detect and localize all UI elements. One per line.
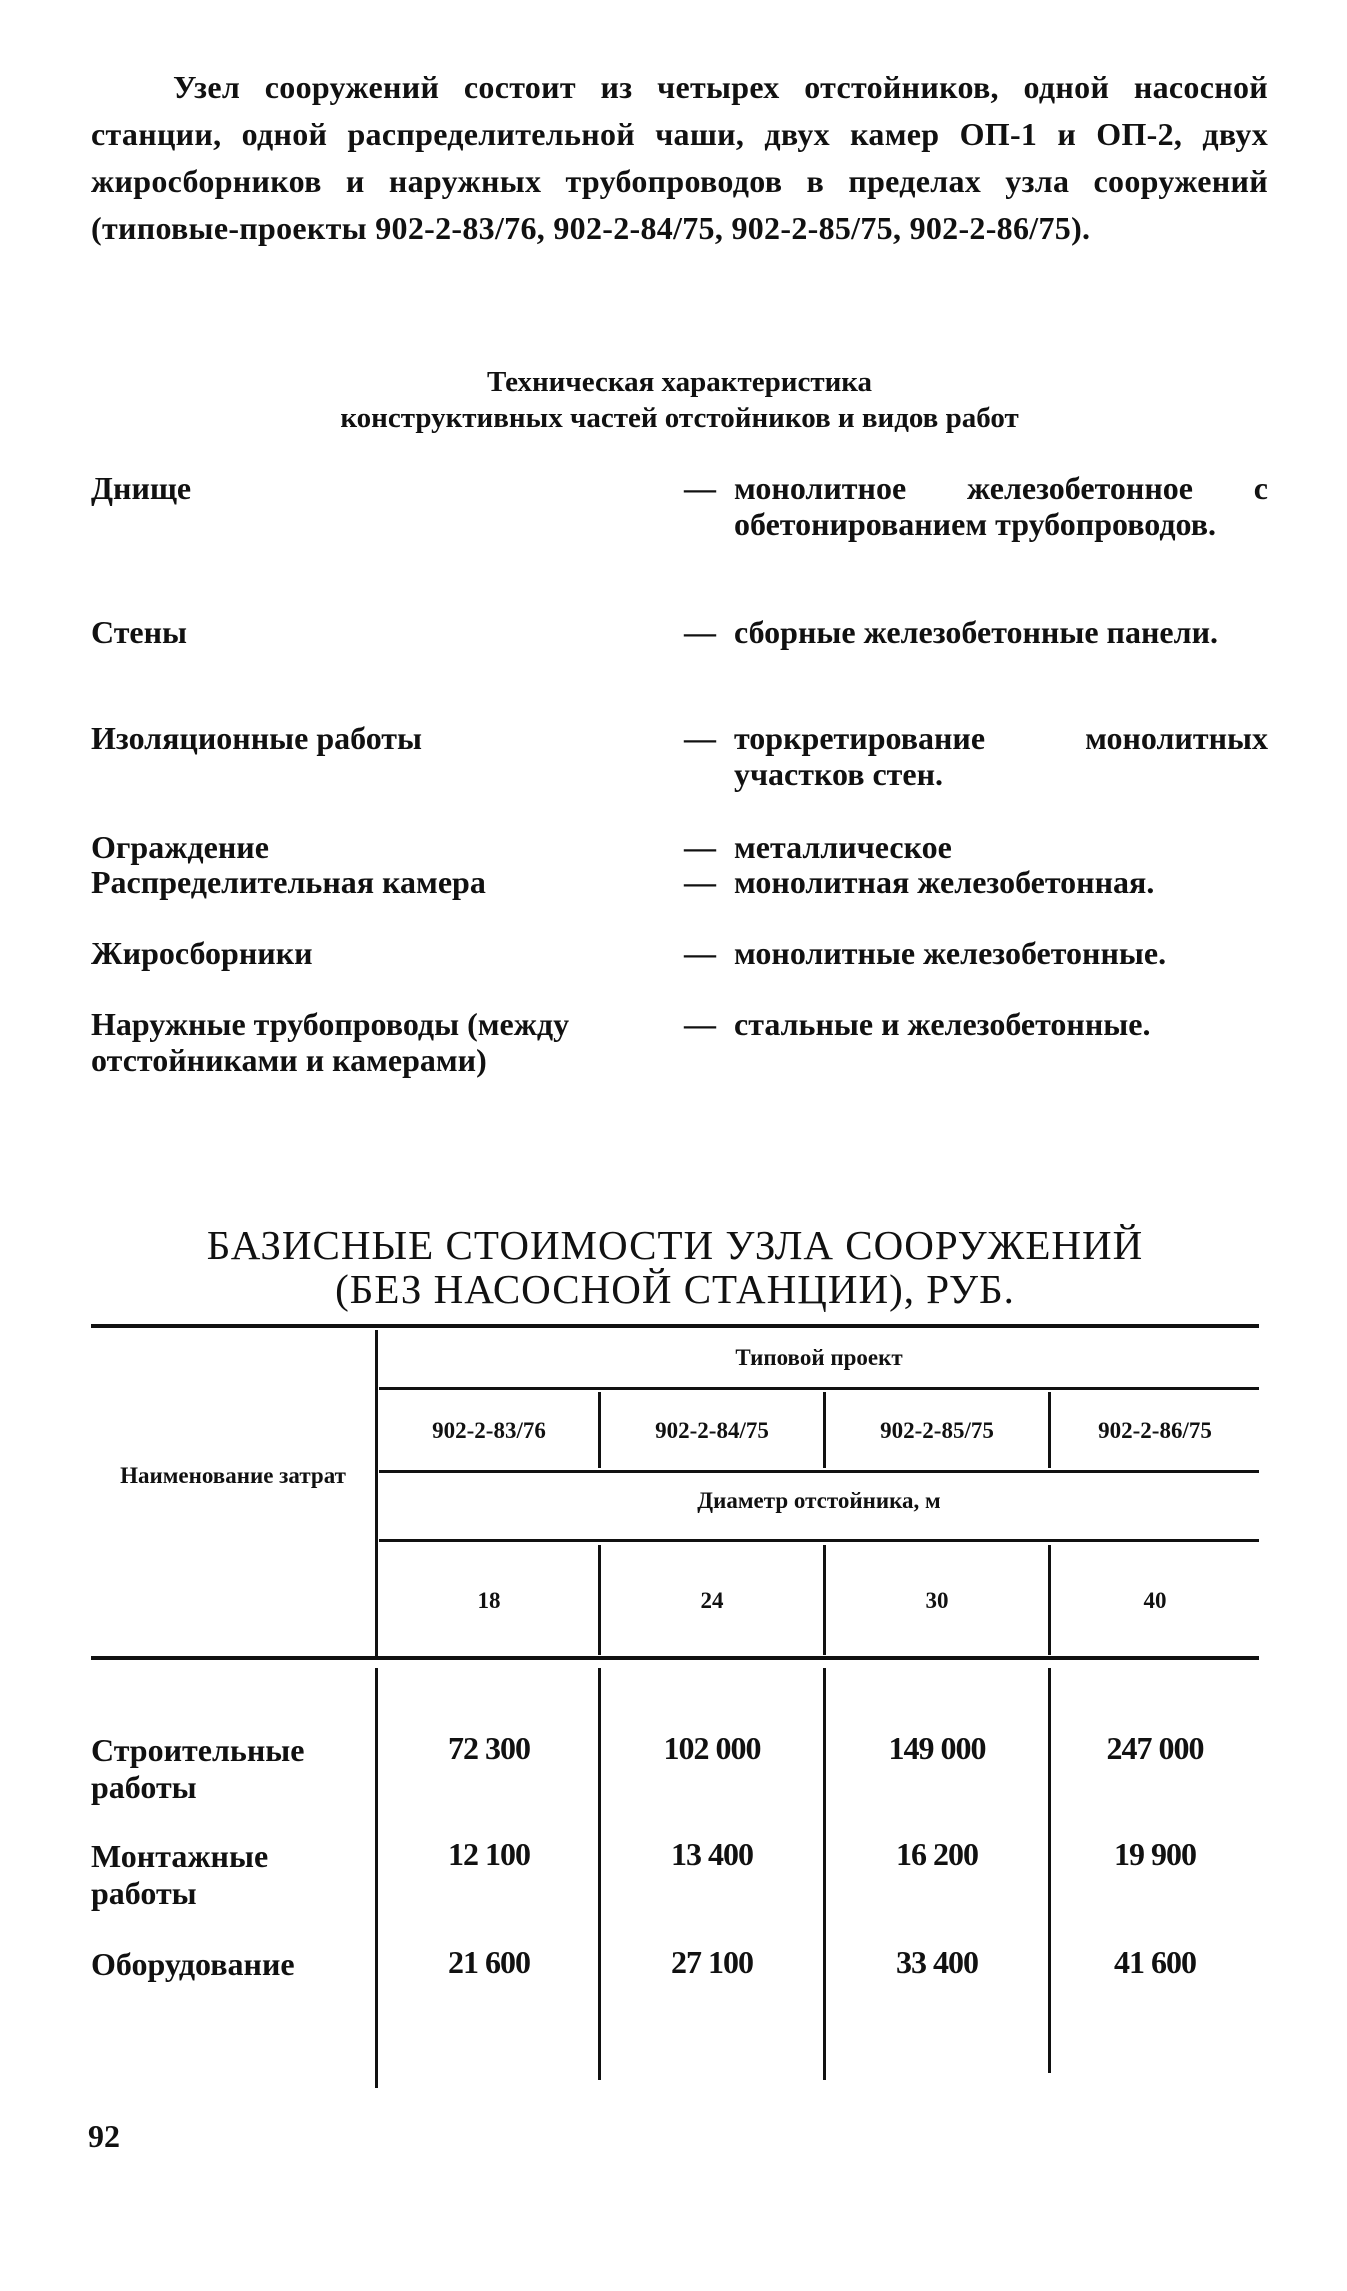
spec-part: Днище [91, 470, 192, 506]
table-col-line [598, 1545, 601, 1655]
cost-cell: 149 000 [888, 1730, 987, 1766]
spec-desc: стальные и железобетонные. [734, 1006, 1151, 1042]
table-rule [379, 1387, 1259, 1390]
intro-text: Узел сооружений состоит из четырех отсто… [91, 69, 1268, 246]
table-rule [379, 1470, 1259, 1473]
spec-dash: — [684, 614, 716, 650]
spec-desc: монолитные железобетонные. [734, 935, 1167, 971]
spec-desc: торкретирование монолитных участков стен… [734, 720, 1268, 792]
spec-part: Изоляционные работы [91, 720, 422, 756]
diameter-header: Диаметр отстойника, м [697, 1488, 941, 1513]
project-code: 902-2-83/76 [432, 1418, 546, 1443]
spec-part: Стены [91, 614, 188, 650]
spec-desc: монолитная железобетонная. [734, 864, 1155, 900]
spec-dash: — [684, 864, 716, 900]
table-col-line [1048, 1392, 1051, 1468]
spec-desc: монолитное железобетонное с обетонирован… [734, 470, 1268, 542]
project-code: 902-2-85/75 [880, 1418, 994, 1443]
cost-cell: 12 100 [448, 1836, 531, 1872]
cost-cell: 102 000 [663, 1730, 762, 1766]
spec-part: Жиросборники [91, 935, 313, 971]
table-col-line [375, 1330, 378, 1657]
cost-cell: 72 300 [448, 1730, 531, 1766]
spec-dash: — [684, 935, 716, 971]
table-col-line [375, 1668, 378, 2088]
cost-cell: 21 600 [448, 1944, 531, 1980]
table-col-line [823, 1545, 826, 1655]
table-col-line [598, 1668, 601, 2080]
table-rule [91, 1324, 1259, 1328]
cost-cell: 16 200 [896, 1836, 979, 1872]
diameter-value: 18 [477, 1588, 501, 1613]
spec-part: Наружные трубопроводы (между отстойникам… [91, 1006, 570, 1078]
row-header: Наименование затрат [120, 1463, 346, 1488]
table-title-line2: (БЕЗ НАСОСНОЙ СТАНЦИИ), РУБ. [335, 1266, 1015, 1312]
project-header: Типовой проект [735, 1345, 903, 1370]
table-rule [379, 1539, 1259, 1542]
spec-part: Распределительная камера [91, 864, 486, 900]
diameter-value: 40 [1143, 1588, 1167, 1613]
cost-cell: 13 400 [671, 1836, 754, 1872]
spec-desc: сборные железобетонные панели. [734, 614, 1219, 650]
table-title-line1: БАЗИСНЫЕ СТОИМОСТИ УЗЛА СООРУЖЕНИЙ [206, 1222, 1144, 1268]
cost-cell: 41 600 [1114, 1944, 1197, 1980]
row-name: Оборудование [91, 1946, 295, 1982]
row-name: Строительные работы [91, 1732, 305, 1805]
spec-dash: — [684, 1006, 716, 1042]
cost-cell: 33 400 [896, 1944, 979, 1980]
diameter-value: 24 [700, 1588, 724, 1613]
table-col-line [598, 1392, 601, 1468]
table-col-line [823, 1668, 826, 2080]
intro-paragraph: Узел сооружений состоит из четырех отсто… [91, 64, 1268, 252]
project-code: 902-2-86/75 [1098, 1418, 1212, 1443]
diameter-value: 30 [925, 1588, 949, 1613]
cost-cell: 247 000 [1106, 1730, 1205, 1766]
table-rule [91, 1656, 1259, 1660]
cost-cell: 19 900 [1114, 1836, 1197, 1872]
table-col-line [1048, 1668, 1051, 2073]
row-name: Монтажные работы [91, 1838, 269, 1911]
cost-cell: 27 100 [671, 1944, 754, 1980]
spec-title-line1: Техническая характеристика [486, 366, 873, 398]
spec-dash: — [684, 720, 716, 756]
table-col-line [1048, 1545, 1051, 1655]
project-code: 902-2-84/75 [655, 1418, 769, 1443]
spec-title-line2: конструктивных частей отстойников и видо… [340, 402, 1019, 434]
spec-dash: — [684, 470, 716, 506]
spec-part: Ограждение [91, 829, 269, 865]
spec-desc: металлическое [734, 829, 952, 865]
spec-dash: — [684, 829, 716, 865]
table-col-line [823, 1392, 826, 1468]
page-number: 92 [88, 2118, 120, 2154]
